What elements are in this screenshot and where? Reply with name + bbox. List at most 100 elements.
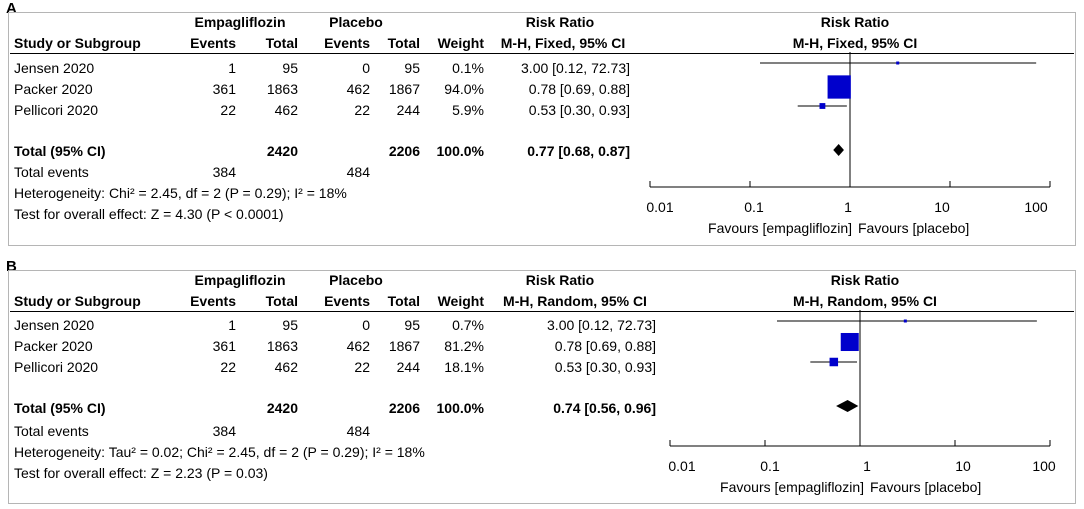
tick-label: 0.01 <box>646 199 674 215</box>
exp-total-cell: 95 <box>282 317 298 333</box>
total-events-ctrl: 484 <box>346 423 370 439</box>
study-column-header: Study or Subgroup <box>14 35 141 51</box>
exp-events-cell: 22 <box>220 102 236 118</box>
forest-plot <box>669 310 1051 447</box>
weight-header: Weight <box>437 35 484 51</box>
header-rule <box>10 53 1074 54</box>
experimental-group-header: Empagliflozin <box>194 272 286 288</box>
ci-cell: 3.00 [0.12, 72.73] <box>547 317 656 333</box>
total-label: Total (95% CI) <box>14 143 106 159</box>
forest-plot <box>649 52 1051 188</box>
experimental-group-header: Empagliflozin <box>194 14 286 30</box>
ci-cell: 0.78 [0.69, 0.88] <box>554 338 656 354</box>
total-weight-cell: 100.0% <box>436 143 484 159</box>
weight-cell: 5.9% <box>452 102 484 118</box>
ci-cell: 0.53 [0.30, 0.93] <box>528 102 630 118</box>
study-weight-marker <box>840 332 859 352</box>
panel-label: A <box>6 0 17 17</box>
study-name: Pellicori 2020 <box>14 102 99 118</box>
total-label: Total (95% CI) <box>14 400 106 416</box>
header-rule <box>10 311 1074 312</box>
exp-events-cell: 1 <box>228 60 236 76</box>
exp-events-header: Events <box>190 35 236 51</box>
tick-label: 100 <box>1024 199 1048 215</box>
ctrl-events-cell: 462 <box>346 81 370 97</box>
tick-label: 100 <box>1032 458 1056 474</box>
exp-total-cell: 1863 <box>266 338 298 354</box>
pooled-effect-diamond <box>836 400 859 412</box>
study-name: Jensen 2020 <box>14 60 95 76</box>
favours-left-label: Favours [empagliflozin] <box>708 220 852 236</box>
tick-label: 0.1 <box>760 458 780 474</box>
total-exp-cell: 2420 <box>266 143 298 159</box>
exp-events-cell: 361 <box>212 338 236 354</box>
pooled-effect-diamond <box>833 144 844 156</box>
ctrl-events-cell: 462 <box>346 338 370 354</box>
plot-method-header: M-H, Fixed, 95% CI <box>792 35 918 51</box>
exp-events-cell: 361 <box>212 81 236 97</box>
exp-total-header: Total <box>265 293 298 309</box>
ci-cell: 0.53 [0.30, 0.93] <box>554 359 656 375</box>
study-name: Pellicori 2020 <box>14 359 99 375</box>
overall-effect-text: Test for overall effect: Z = 2.23 (P = 0… <box>14 465 268 481</box>
tick-label: 1 <box>863 458 871 474</box>
weight-cell: 0.7% <box>452 317 484 333</box>
ctrl-events-cell: 0 <box>362 317 370 333</box>
total-events-exp: 384 <box>212 423 236 439</box>
exp-total-cell: 462 <box>274 359 298 375</box>
ctrl-events-cell: 22 <box>354 102 370 118</box>
weight-cell: 81.2% <box>444 338 484 354</box>
total-exp-cell: 2420 <box>266 400 298 416</box>
forest-plot-panel-a: A Empagliflozin Placebo Risk Ratio Risk … <box>0 0 1084 251</box>
ctrl-total-cell: 1867 <box>388 338 420 354</box>
plot-header: Risk Ratio <box>830 272 900 288</box>
heterogeneity-text: Heterogeneity: Tau² = 0.02; Chi² = 2.45,… <box>14 444 425 460</box>
study-name: Packer 2020 <box>14 81 93 97</box>
weight-cell: 94.0% <box>444 81 484 97</box>
weight-cell: 18.1% <box>444 359 484 375</box>
exp-total-cell: 95 <box>282 60 298 76</box>
exp-total-header: Total <box>265 35 298 51</box>
total-ci-cell: 0.74 [0.56, 0.96] <box>553 400 656 416</box>
panel-frame <box>8 12 1076 246</box>
ctrl-total-cell: 95 <box>404 317 420 333</box>
total-events-ctrl: 484 <box>346 164 370 180</box>
tick-label: 0.01 <box>668 458 696 474</box>
weight-cell: 0.1% <box>452 60 484 76</box>
favours-left-label: Favours [empagliflozin] <box>720 479 864 495</box>
weight-header: Weight <box>437 293 484 309</box>
panel-label: B <box>6 258 17 275</box>
total-ci-cell: 0.77 [0.68, 0.87] <box>527 143 630 159</box>
ci-cell: 0.78 [0.69, 0.88] <box>528 81 630 97</box>
ctrl-total-cell: 244 <box>396 359 420 375</box>
ratio-header: Risk Ratio <box>525 272 595 288</box>
study-weight-marker <box>896 61 900 65</box>
ratio-method-header: M-H, Fixed, 95% CI <box>500 35 626 51</box>
forest-plot-panel-b: B Empagliflozin Placebo Risk Ratio Risk … <box>0 258 1084 509</box>
ctrl-events-header: Events <box>324 35 370 51</box>
study-name: Jensen 2020 <box>14 317 95 333</box>
favours-right-label: Favours [placebo] <box>858 220 970 236</box>
plot-method-header: M-H, Random, 95% CI <box>793 293 937 309</box>
ctrl-total-cell: 1867 <box>388 81 420 97</box>
study-weight-marker <box>903 319 907 323</box>
ctrl-events-cell: 22 <box>354 359 370 375</box>
ratio-header: Risk Ratio <box>525 14 595 30</box>
control-group-header: Placebo <box>329 14 383 30</box>
total-ctrl-cell: 2206 <box>388 400 420 416</box>
exp-events-header: Events <box>190 293 236 309</box>
study-weight-marker <box>827 75 851 99</box>
heterogeneity-text: Heterogeneity: Chi² = 2.45, df = 2 (P = … <box>14 185 347 201</box>
total-ctrl-cell: 2206 <box>388 143 420 159</box>
ctrl-events-header: Events <box>324 293 370 309</box>
control-group-header: Placebo <box>329 272 383 288</box>
ctrl-total-cell: 95 <box>404 60 420 76</box>
plot-header: Risk Ratio <box>820 14 890 30</box>
favours-right-label: Favours [placebo] <box>870 479 982 495</box>
total-events-exp: 384 <box>212 164 236 180</box>
tick-label: 0.1 <box>744 199 764 215</box>
exp-events-cell: 22 <box>220 359 236 375</box>
tick-label: 1 <box>844 199 852 215</box>
ctrl-events-cell: 0 <box>362 60 370 76</box>
study-weight-marker <box>819 103 826 109</box>
